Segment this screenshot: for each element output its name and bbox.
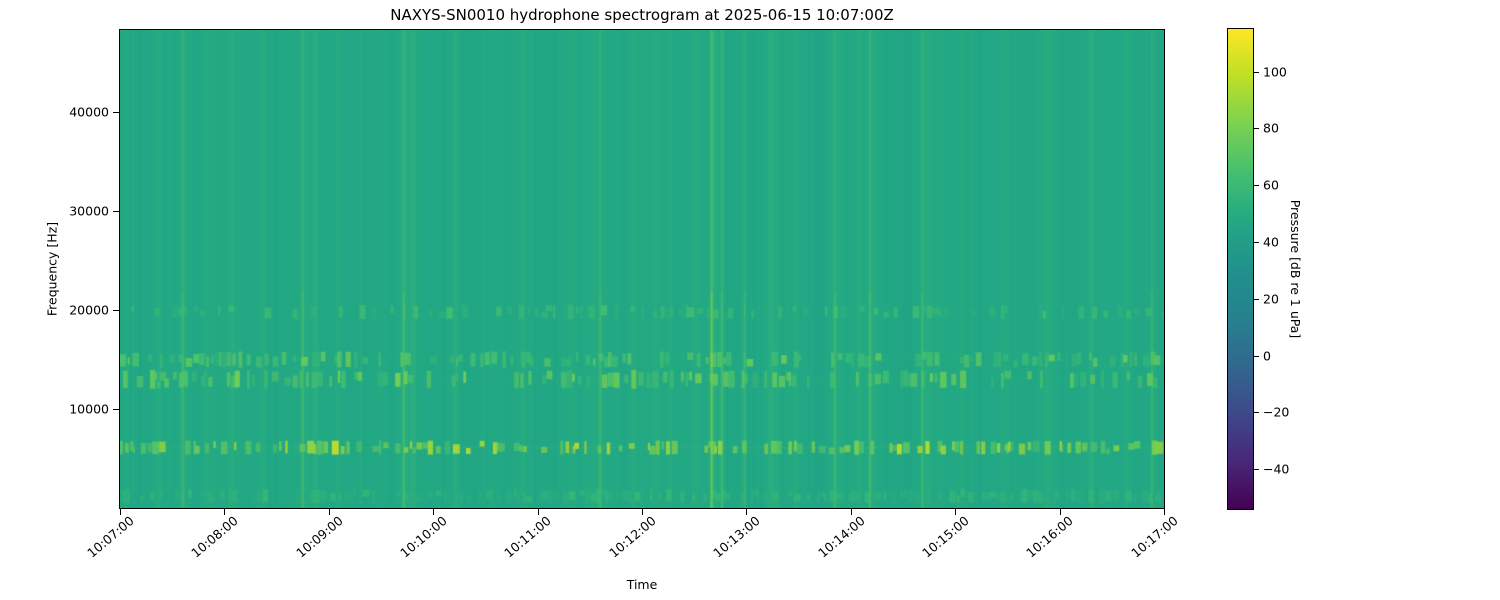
colorbar-tick-label: 0 bbox=[1263, 348, 1271, 364]
x-tick-mark bbox=[850, 509, 852, 515]
colorbar-tick-mark bbox=[1254, 355, 1259, 357]
x-tick-label: 10:15:00 bbox=[919, 513, 972, 561]
x-tick-mark bbox=[433, 509, 435, 515]
x-tick-label: 10:14:00 bbox=[814, 513, 868, 561]
y-tick-label: 40000 bbox=[69, 104, 109, 120]
colorbar-tick-mark bbox=[1254, 185, 1259, 187]
x-tick-label: 10:17:00 bbox=[1127, 513, 1181, 561]
x-tick-mark bbox=[1164, 509, 1165, 515]
y-tick-label: 10000 bbox=[69, 401, 109, 417]
x-tick-mark bbox=[120, 509, 121, 515]
y-tick-mark bbox=[113, 211, 119, 213]
plot-area bbox=[119, 29, 1165, 509]
x-tick-label: 10:08:00 bbox=[188, 513, 242, 561]
colorbar-tick-label: −20 bbox=[1263, 404, 1290, 420]
y-tick-mark bbox=[113, 112, 119, 114]
x-tick-mark bbox=[224, 509, 226, 515]
chart-title: NAXYS-SN0010 hydrophone spectrogram at 2… bbox=[390, 6, 894, 24]
y-tick-mark bbox=[113, 310, 119, 312]
x-tick-label: 10:12:00 bbox=[605, 513, 659, 561]
x-tick-label: 10:10:00 bbox=[397, 513, 450, 561]
x-tick-mark bbox=[746, 509, 748, 515]
colorbar-tick-label: 100 bbox=[1263, 64, 1287, 80]
colorbar-tick-mark bbox=[1254, 71, 1259, 73]
x-axis-label: Time bbox=[626, 577, 658, 592]
colorbar-tick-label: −40 bbox=[1263, 461, 1290, 477]
spectrogram-image bbox=[120, 30, 1164, 508]
x-tick-mark bbox=[1059, 509, 1061, 515]
colorbar-tick-mark bbox=[1254, 412, 1259, 414]
x-tick-label: 10:11:00 bbox=[501, 513, 555, 561]
x-tick-mark bbox=[328, 509, 330, 515]
colorbar-tick-label: 80 bbox=[1263, 120, 1279, 136]
colorbar bbox=[1227, 28, 1254, 510]
y-axis-label: Frequency [Hz] bbox=[44, 221, 60, 317]
x-tick-label: 10:07:00 bbox=[83, 513, 137, 561]
y-tick-label: 30000 bbox=[69, 203, 109, 219]
x-tick-mark bbox=[955, 509, 957, 515]
colorbar-tick-mark bbox=[1254, 298, 1259, 300]
x-tick-mark bbox=[537, 509, 539, 515]
colorbar-tick-label: 20 bbox=[1263, 291, 1279, 307]
y-tick-mark bbox=[113, 409, 119, 411]
colorbar-tick-mark bbox=[1254, 469, 1259, 471]
y-tick-label: 20000 bbox=[69, 302, 109, 318]
colorbar-tick-mark bbox=[1254, 242, 1259, 244]
x-tick-mark bbox=[642, 509, 643, 515]
x-tick-label: 10:09:00 bbox=[292, 513, 346, 561]
colorbar-tick-label: 60 bbox=[1263, 177, 1279, 193]
colorbar-tick-label: 40 bbox=[1263, 234, 1279, 250]
colorbar-tick-mark bbox=[1254, 128, 1259, 130]
x-tick-label: 10:16:00 bbox=[1023, 513, 1077, 561]
x-tick-label: 10:13:00 bbox=[710, 513, 764, 561]
colorbar-label: Pressure [dB re 1 uPa] bbox=[1288, 199, 1303, 339]
